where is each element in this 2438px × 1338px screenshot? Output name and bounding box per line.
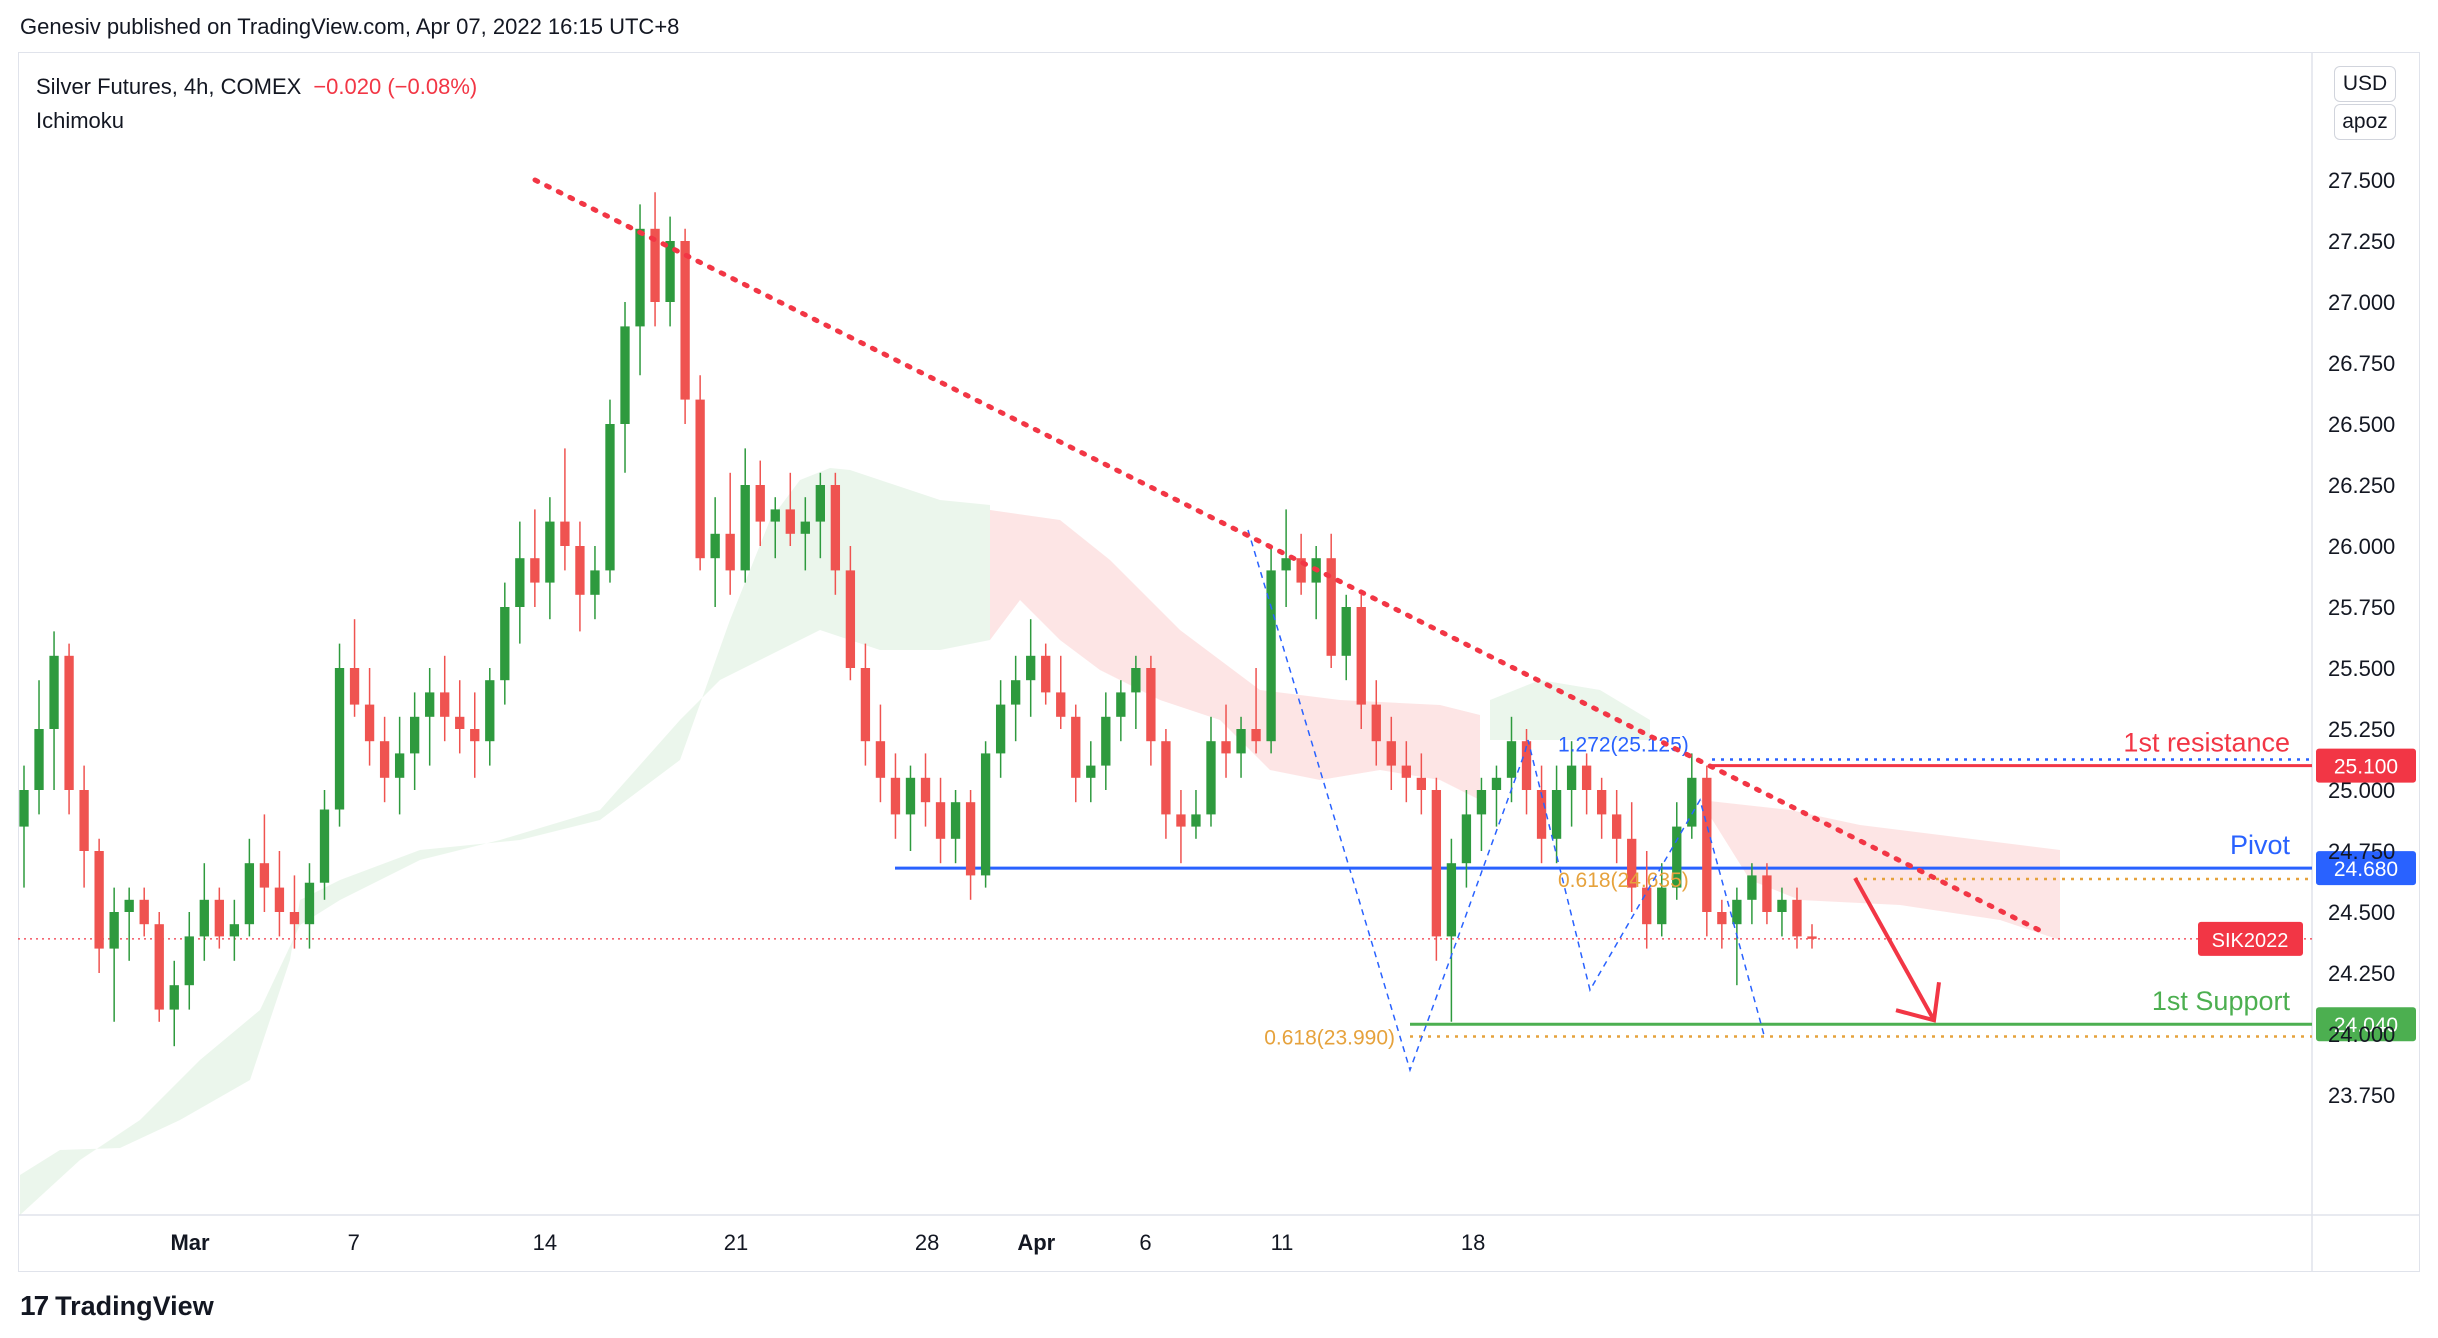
currency-button[interactable]: USD — [2334, 66, 2396, 102]
tradingview-brand: TradingView — [55, 1290, 214, 1321]
chart-frame — [18, 52, 2420, 1272]
legend-symbol[interactable]: Silver Futures, 4h, COMEX — [36, 74, 302, 99]
chart-legend[interactable]: Silver Futures, 4h, COMEX −0.020 (−0.08%)… — [36, 70, 477, 138]
tradingview-logo[interactable]: 17 TradingView — [20, 1290, 214, 1322]
legend-indicator[interactable]: Ichimoku — [36, 108, 125, 133]
publisher-line: Genesiv published on TradingView.com, Ap… — [20, 14, 680, 39]
scale-mode-button[interactable]: apoz — [2334, 104, 2396, 140]
tradingview-logo-icon: 17 — [20, 1290, 49, 1321]
legend-symbol-row[interactable]: Silver Futures, 4h, COMEX −0.020 (−0.08%) — [36, 70, 477, 104]
legend-change: −0.020 (−0.08%) — [313, 74, 478, 99]
